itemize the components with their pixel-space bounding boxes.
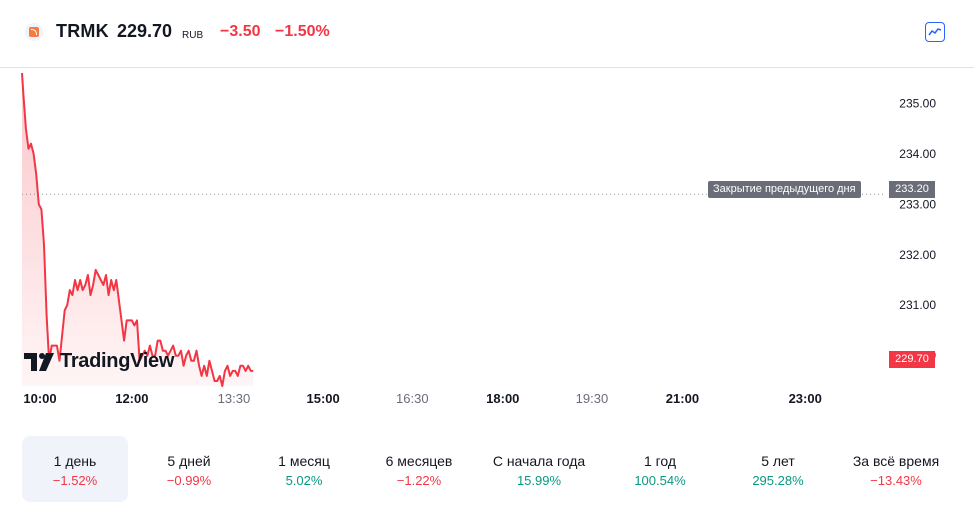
- period-selector: 1 день −1.52% 5 дней −0.99% 1 месяц 5.02…: [22, 436, 952, 502]
- logo-text: TradingView: [60, 350, 175, 372]
- y-tick-label: 232.00: [899, 248, 936, 262]
- line-chart-icon: [928, 28, 942, 36]
- x-tick-label: 19:30: [576, 391, 609, 406]
- last-price: 229.70: [117, 21, 173, 41]
- sber-logo-icon: [25, 23, 43, 41]
- period-tab-5y[interactable]: 5 лет 295.28%: [725, 436, 831, 502]
- y-tick-label: 233.00: [899, 197, 936, 211]
- x-tick-label: 18:00: [486, 391, 519, 406]
- period-tab-1d[interactable]: 1 день −1.52%: [22, 436, 128, 502]
- period-tab-6m[interactable]: 6 месяцев −1.22%: [366, 436, 472, 502]
- x-tick-label: 15:00: [307, 391, 340, 406]
- period-label: С начала года: [492, 453, 586, 469]
- period-change: −0.99%: [166, 473, 212, 488]
- ticker-symbol[interactable]: TRMK: [56, 21, 109, 41]
- period-change: 5.02%: [285, 473, 323, 488]
- tradingview-logo-icon: [24, 353, 54, 371]
- x-tick-label: 10:00: [23, 391, 56, 406]
- period-change: 15.99%: [516, 473, 562, 488]
- price-line: [21, 72, 254, 387]
- period-change: −13.43%: [870, 473, 922, 488]
- x-tick-label: 13:30: [218, 391, 251, 406]
- open-chart-button[interactable]: [925, 22, 945, 42]
- currency-code: RUB: [182, 30, 204, 41]
- header-divider: [0, 67, 974, 68]
- period-change: −1.52%: [52, 473, 98, 488]
- previous-close-value: 233.20: [889, 181, 935, 198]
- x-tick-label: 12:00: [115, 391, 148, 406]
- period-tab-5d[interactable]: 5 дней −0.99%: [136, 436, 242, 502]
- symbol-header: TRMK 229.70 RUB −3.50 −1.50%: [0, 0, 974, 66]
- period-label: 1 год: [643, 453, 677, 469]
- period-change: 295.28%: [752, 473, 804, 488]
- x-tick-label: 16:30: [396, 391, 429, 406]
- period-label: 6 месяцев: [385, 453, 453, 469]
- period-change: 100.54%: [634, 473, 686, 488]
- period-label: 5 дней: [167, 453, 211, 469]
- y-tick-label: 231.00: [899, 298, 936, 312]
- price-change: −3.50: [220, 23, 261, 40]
- y-tick-label: 235.00: [899, 96, 936, 110]
- price-change-percent: −1.50%: [275, 23, 330, 40]
- period-label: 5 лет: [761, 453, 795, 469]
- period-tab-ytd[interactable]: С начала года 15.99%: [483, 436, 595, 502]
- x-tick-label: 21:00: [666, 391, 699, 406]
- period-tab-all[interactable]: За всё время −13.43%: [840, 436, 952, 502]
- last-price-badge: 229.70: [889, 351, 935, 368]
- y-tick-label: 234.00: [899, 147, 936, 161]
- period-tab-1y[interactable]: 1 год 100.54%: [607, 436, 713, 502]
- period-label: За всё время: [852, 453, 940, 469]
- period-label: 1 месяц: [278, 453, 330, 469]
- period-tab-1m[interactable]: 1 месяц 5.02%: [251, 436, 357, 502]
- x-tick-label: 23:00: [789, 391, 822, 406]
- period-change: −1.22%: [396, 473, 442, 488]
- previous-close-label: Закрытие предыдущего дня: [708, 181, 861, 198]
- price-area-fill: [22, 73, 254, 386]
- period-label: 1 день: [53, 453, 97, 469]
